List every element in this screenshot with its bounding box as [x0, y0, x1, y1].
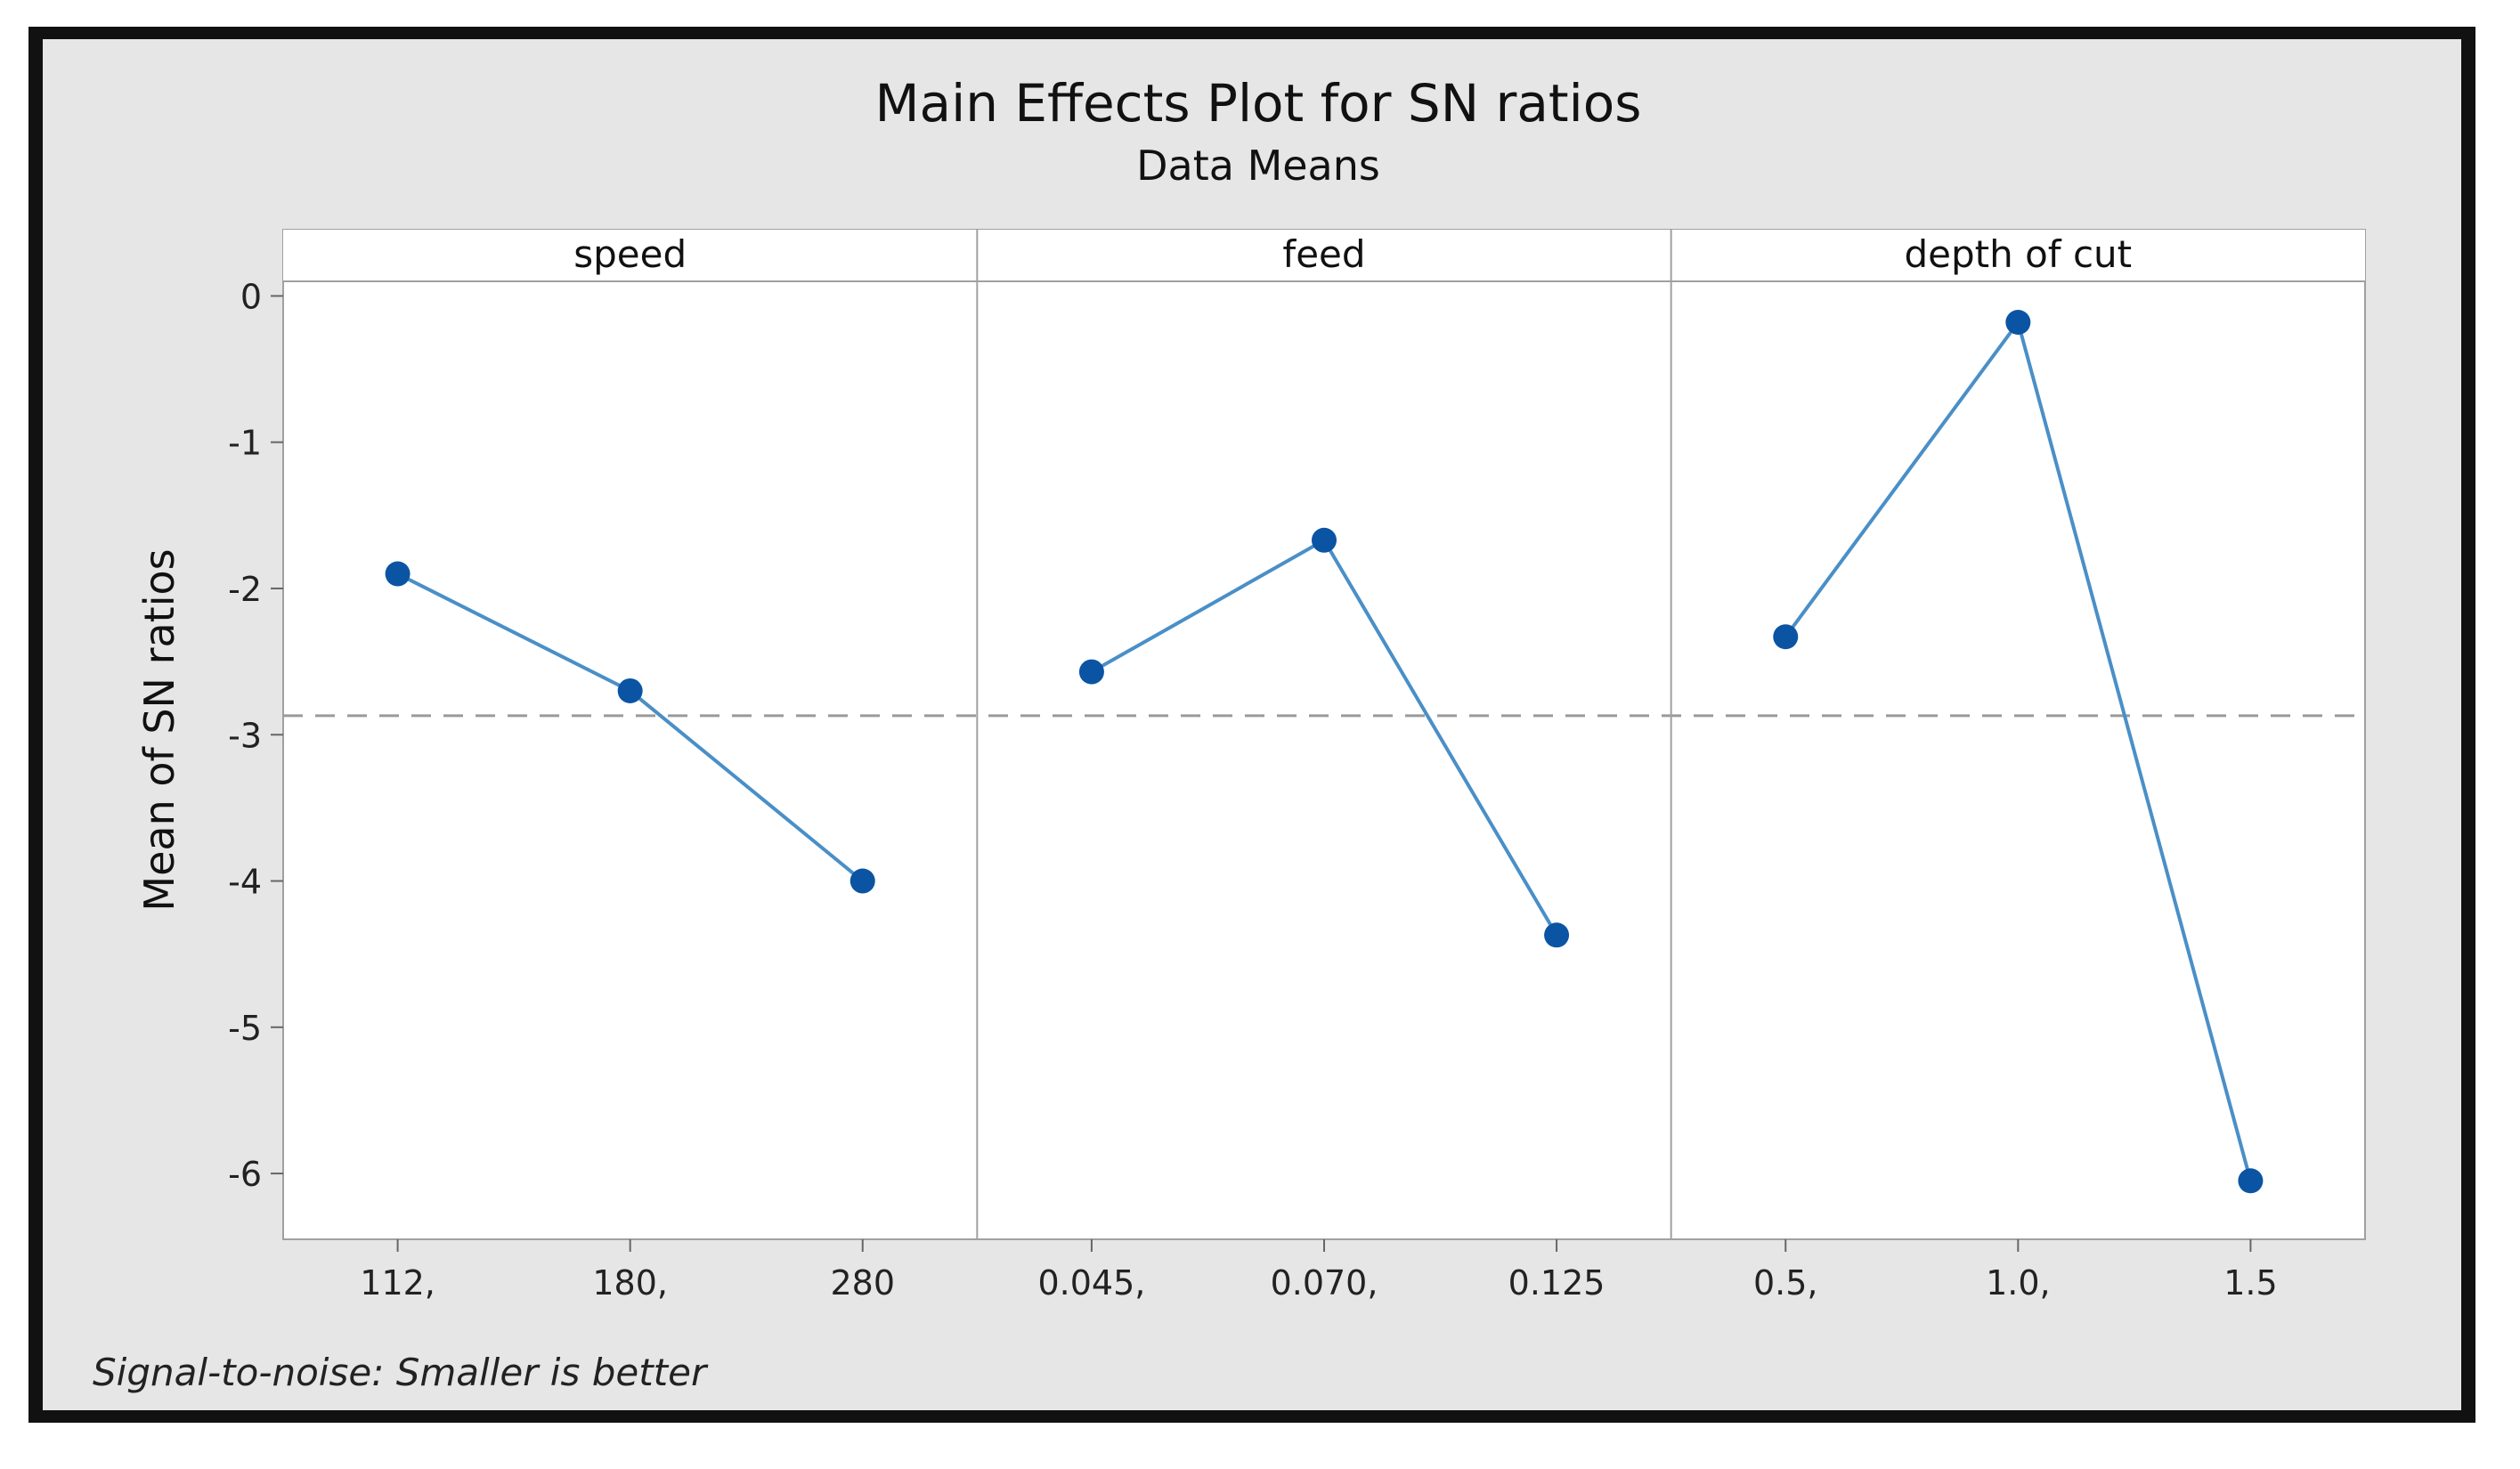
- chart-subtitle: Data Means: [1136, 142, 1380, 190]
- x-tick-label: 0.045,: [1037, 1263, 1145, 1303]
- plot-area: [282, 229, 2366, 1240]
- x-tick-label: 1.5: [2223, 1263, 2277, 1303]
- data-point: [1078, 659, 1104, 685]
- chart-title: Main Effects Plot for SN ratios: [875, 73, 1642, 134]
- x-tick-label: 0.125: [1508, 1263, 1605, 1303]
- panel-title: feed: [1282, 232, 1365, 276]
- y-tick-label: -3: [228, 716, 262, 755]
- y-tick-label: -5: [228, 1009, 262, 1048]
- x-tick-label: 180,: [592, 1263, 668, 1303]
- data-point: [2238, 1168, 2264, 1194]
- y-axis: 0 -1 -2 -3 -4 -5 -6: [228, 277, 283, 1194]
- panel-title: depth of cut: [1905, 232, 2133, 276]
- data-point: [849, 868, 875, 894]
- data-point: [1544, 922, 1570, 948]
- y-tick-label: -2: [228, 570, 262, 609]
- panel-title: speed: [573, 232, 687, 276]
- panels: speed 112, 180, 280 feed 0.045, 0.070, 0.125 dep…: [283, 230, 2365, 1303]
- panel-header-strip: [283, 230, 2365, 281]
- y-tick-label: -4: [228, 863, 262, 902]
- x-tick-label: 1.0,: [1986, 1263, 2051, 1303]
- y-tick-label: -1: [228, 424, 262, 463]
- panel-depth-of-cut: depth of cut 0.5, 1.0, 1.5: [1670, 230, 2278, 1303]
- x-tick-label: 0.5,: [1753, 1263, 1818, 1303]
- x-tick-label: 0.070,: [1271, 1263, 1378, 1303]
- data-point: [1312, 527, 1337, 553]
- panel-speed: speed 112, 180, 280: [360, 232, 895, 1303]
- y-tick-label: 0: [240, 277, 262, 316]
- y-tick-label: -6: [228, 1155, 262, 1194]
- data-point: [385, 561, 411, 587]
- data-point: [2005, 309, 2031, 335]
- data-point: [1773, 624, 1799, 650]
- data-point: [617, 678, 643, 703]
- footnote: Signal-to-noise: Smaller is better: [93, 1351, 709, 1394]
- y-axis-label: Mean of SN ratios: [135, 548, 183, 911]
- x-tick-label: 280: [830, 1263, 895, 1303]
- x-tick-label: 112,: [360, 1263, 435, 1303]
- panel-feed: feed 0.045, 0.070, 0.125: [976, 230, 1605, 1303]
